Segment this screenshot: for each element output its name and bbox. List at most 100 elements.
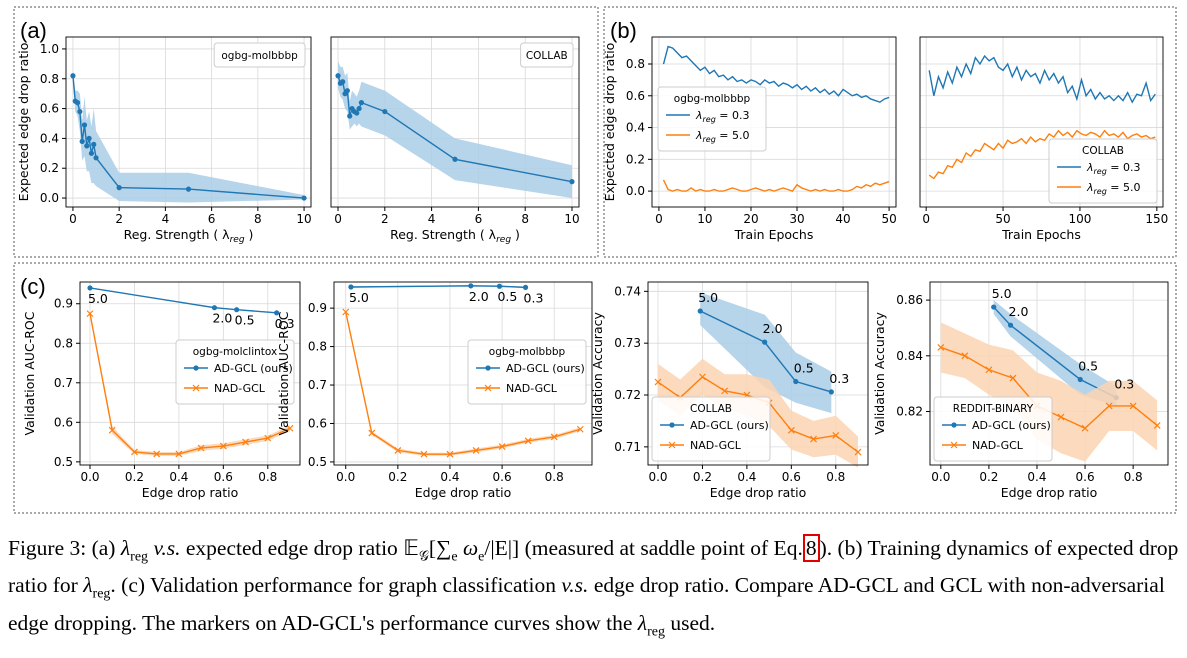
y-tick-label: 0.6 bbox=[54, 415, 73, 429]
x-tick-label: 0.2 bbox=[388, 470, 407, 484]
x-tick-label: 0.8 bbox=[545, 470, 564, 484]
axes-frame bbox=[651, 36, 897, 208]
y-axis-label: Expected edge drop ratio bbox=[602, 43, 617, 202]
caption-lambda-3: λ bbox=[637, 610, 648, 635]
data-point bbox=[84, 143, 90, 149]
legend-marker bbox=[485, 365, 491, 371]
x-tick-label: 0.2 bbox=[979, 470, 998, 484]
y-tick-label: 0.8 bbox=[54, 336, 73, 350]
data-point bbox=[569, 179, 575, 185]
y-tick-label: 0.5 bbox=[54, 455, 73, 469]
x-tick-label: 8 bbox=[254, 212, 262, 226]
chart-b1: 0 10 20 30 40 50 0.0 0.2 0.4 0.6 0.8 Train Epochs Ex… bbox=[602, 36, 897, 242]
data-point bbox=[116, 185, 122, 191]
y-tick-label: 0.82 bbox=[896, 405, 923, 419]
x-tick-label: 10 bbox=[697, 212, 712, 226]
data-point bbox=[1077, 376, 1083, 383]
y-tick-label: 0.4 bbox=[40, 131, 59, 145]
lambda-point-label: 0.5 bbox=[794, 361, 814, 376]
x-tick-label: 0.4 bbox=[1027, 470, 1046, 484]
axes-frame bbox=[929, 281, 1169, 466]
y-tick-label: 0.8 bbox=[40, 72, 59, 86]
panel-b-letter: (b) bbox=[610, 18, 637, 43]
x-tick-label: 50 bbox=[881, 212, 896, 226]
x-tick-label: 30 bbox=[789, 212, 804, 226]
data-point bbox=[1105, 402, 1113, 410]
data-point bbox=[1081, 424, 1089, 432]
legend-label: λreg = 0.3 bbox=[695, 109, 750, 124]
equation-ref-link[interactable]: 8 bbox=[802, 534, 820, 562]
axes-frame bbox=[79, 281, 301, 466]
data-point bbox=[793, 378, 799, 385]
data-point bbox=[79, 138, 85, 144]
confidence-band bbox=[72, 69, 305, 203]
y-tick-label: 0.84 bbox=[896, 349, 923, 363]
data-point bbox=[211, 305, 218, 311]
lambda-point-label: 0.5 bbox=[497, 289, 517, 304]
data-point bbox=[810, 435, 817, 443]
axes-frame bbox=[330, 36, 580, 208]
legend-label: λreg = 0.3 bbox=[1086, 161, 1141, 176]
lambda-point-label: 2.0 bbox=[763, 321, 783, 336]
legend-label: AD-GCL (ours) bbox=[214, 362, 293, 375]
data-point bbox=[354, 110, 360, 116]
x-tick-label: 0.2 bbox=[693, 470, 712, 484]
data-point bbox=[70, 73, 76, 79]
data-point bbox=[368, 429, 376, 437]
data-point bbox=[88, 150, 95, 156]
lambda-point-label: 0.3 bbox=[275, 316, 295, 331]
legend-title: COLLAB bbox=[690, 403, 732, 415]
x-axis-label: Train Epochs bbox=[1001, 227, 1081, 242]
data-point bbox=[697, 308, 703, 314]
chart-c1: 5.02.0 0.5 0.30.0 0.2 0.4 0.6 0.80.50.60.70.80… bbox=[22, 281, 301, 500]
x-tick-label: 0.0 bbox=[80, 470, 99, 484]
data-point bbox=[496, 283, 503, 289]
caption-vs: v.s. bbox=[153, 536, 181, 560]
y-tick-label: 0.9 bbox=[308, 301, 327, 315]
data-point bbox=[498, 443, 506, 450]
x-tick-label: 4 bbox=[428, 212, 436, 226]
data-point bbox=[472, 446, 480, 454]
data-point bbox=[344, 88, 350, 94]
caption-lambda-2: λ bbox=[83, 573, 93, 598]
data-point bbox=[468, 283, 474, 289]
data-point bbox=[234, 307, 240, 313]
data-point bbox=[81, 122, 88, 128]
lambda-point-label: 2.0 bbox=[212, 311, 232, 326]
caption-text-3: ). (b) Training dynamics of expected dro… bbox=[8, 536, 1179, 598]
legend-marker bbox=[193, 365, 199, 371]
x-tick-label: 0.0 bbox=[336, 470, 355, 484]
lambda-point-label: 0.3 bbox=[829, 371, 849, 386]
legend-marker bbox=[950, 441, 958, 449]
data-point bbox=[828, 389, 834, 395]
chart-a2: 0 2 4 6 8 10 Reg. Strength ( λreg ) COLLAB bbox=[330, 36, 580, 245]
data-point bbox=[108, 426, 116, 434]
legend-title: COLLAB bbox=[1082, 145, 1124, 157]
caption-lambda: λ bbox=[120, 536, 131, 560]
caption-text-5: edge drop ratio. Compare AD-GCL and GCL … bbox=[8, 573, 1165, 635]
data-point bbox=[961, 352, 969, 360]
legend-title: ogbg-molbbbp bbox=[221, 50, 298, 62]
x-tick-label: 100 bbox=[1068, 212, 1091, 226]
confidence-band bbox=[993, 300, 1117, 406]
x-tick-label: 0 bbox=[69, 212, 77, 226]
chart-b2: 0 50 100 150 Train Epochs COLLAB λreg = 0.3 λre… bbox=[919, 36, 1168, 242]
y-axis-label: Expected edge drop ratio bbox=[16, 43, 31, 202]
lambda-point-label: 5.0 bbox=[992, 286, 1012, 301]
data-point bbox=[654, 378, 662, 386]
y-tick-label: 0.5 bbox=[308, 455, 327, 469]
legend-title: ogbg-molbbbp bbox=[674, 93, 751, 105]
legend-label: AD-GCL (ours) bbox=[972, 419, 1051, 432]
legend-label: NAD-GCL bbox=[214, 382, 266, 395]
y-tick-label: 0.9 bbox=[54, 297, 73, 311]
y-tick-label: 0.86 bbox=[896, 293, 923, 307]
panel-c-frame bbox=[13, 262, 1177, 514]
lambda-point-label: 5.0 bbox=[698, 290, 718, 305]
data-point bbox=[356, 105, 362, 112]
data-point bbox=[985, 366, 993, 374]
y-tick-label: 0.6 bbox=[626, 89, 645, 103]
x-tick-label: 0.4 bbox=[737, 470, 756, 484]
x-tick-label: 150 bbox=[1145, 212, 1168, 226]
caption-formula: [∑ bbox=[428, 536, 452, 560]
caption-expectation-sub: 𝒢 bbox=[418, 549, 429, 565]
